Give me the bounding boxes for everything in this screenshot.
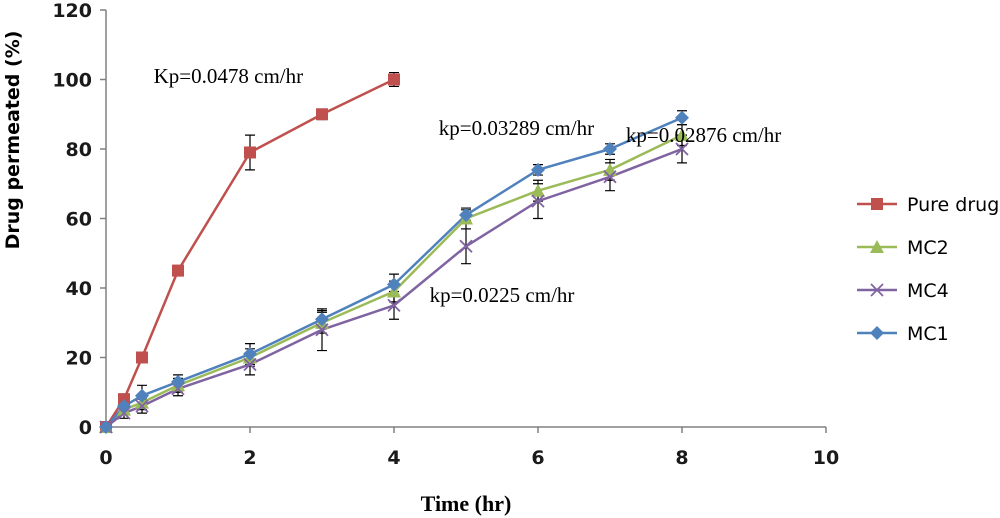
mc4-data-point: [459, 239, 473, 253]
y-ticks: 0 20 40 60 80 100 120: [52, 0, 106, 439]
mc4-data-point: [315, 323, 329, 337]
legend-item-mc1: MC1: [857, 323, 949, 345]
series-lines: [104, 78, 683, 428]
y-tick-label: 80: [66, 139, 92, 161]
mc1-data-point: [135, 388, 149, 403]
x-tick-label: 2: [243, 447, 256, 469]
axes: 0 20 40 60 80 100 120 0 2 4 6 8 10: [52, 0, 839, 469]
mc4-data-point: [135, 399, 149, 413]
legend-marker-mc4: [870, 283, 884, 297]
y-tick-label: 40: [66, 278, 92, 300]
x-tick-label: 0: [99, 447, 112, 469]
mc4-data-point: [531, 194, 545, 208]
mc4-data-point: [603, 170, 617, 184]
legend-item-mc2: MC2: [857, 237, 949, 259]
mc2-data-point: [675, 128, 689, 142]
mc2-data-point: [531, 183, 545, 197]
pure-drug-data-point: [244, 146, 256, 159]
x-ticks: 0 2 4 6 8 10: [99, 427, 839, 469]
mc1-data-point: [315, 312, 329, 327]
legend-label-mc1: MC1: [907, 323, 949, 345]
kp-annotation: kp=0.02876 cm/hr: [626, 123, 781, 147]
y-tick-label: 0: [79, 417, 92, 439]
x-tick-label: 6: [531, 447, 544, 469]
y-tick-label: 100: [52, 70, 92, 92]
x-axis-title: Time (hr): [421, 491, 512, 516]
mc1-data-point: [243, 347, 257, 362]
legend-label-mc4: MC4: [907, 280, 949, 302]
legend-marker-pure-drug: [871, 198, 883, 210]
mc4-data-point: [243, 357, 257, 372]
legend-item-pure-drug: Pure drug: [857, 194, 999, 216]
mc1-data-point: [531, 162, 545, 177]
y-tick-label: 120: [52, 0, 92, 22]
y-tick-label: 60: [66, 209, 92, 231]
mc1-data-point: [171, 374, 185, 389]
y-tick-label: 20: [66, 348, 92, 370]
legend-marker-mc1: [870, 326, 884, 340]
mc4-data-point: [675, 142, 689, 156]
annotations: Kp=0.0478 cm/hr kp=0.03289 cm/hr kp=0.0287…: [154, 64, 782, 307]
mc1-data-point: [603, 142, 617, 156]
mc2-data-point: [603, 162, 617, 176]
x-tick-label: 8: [675, 447, 688, 469]
y-axis-title: Drug permeated (%): [2, 31, 24, 250]
mc1-data-point: [675, 110, 689, 125]
pure-drug-data-point: [136, 351, 148, 364]
pure-drug-data-point: [316, 108, 328, 121]
mc1-data-point: [99, 420, 113, 434]
pure-drug-data-point: [388, 73, 400, 86]
legend-label-pure-drug: Pure drug: [907, 194, 999, 216]
mc1-data-point: [117, 399, 131, 414]
legend-label-mc2: MC2: [907, 237, 949, 259]
mc1-data-point: [459, 208, 473, 223]
series-markers: [99, 73, 689, 434]
kp-annotation: kp=0.0225 cm/hr: [430, 283, 575, 307]
kp-annotation: kp=0.03289 cm/hr: [439, 116, 594, 140]
x-tick-label: 10: [813, 447, 839, 469]
error-bars: [119, 71, 687, 419]
mc4-data-point: [387, 298, 401, 313]
legend-marker-mc2: [870, 240, 884, 253]
kp-annotation: Kp=0.0478 cm/hr: [154, 64, 304, 88]
legend: Pure drug MC2 MC4 MC1: [857, 194, 999, 345]
x-tick-label: 4: [387, 447, 400, 469]
mc1-data-point: [387, 277, 401, 292]
legend-item-mc4: MC4: [857, 280, 949, 302]
pure-drug-data-point: [172, 264, 184, 277]
